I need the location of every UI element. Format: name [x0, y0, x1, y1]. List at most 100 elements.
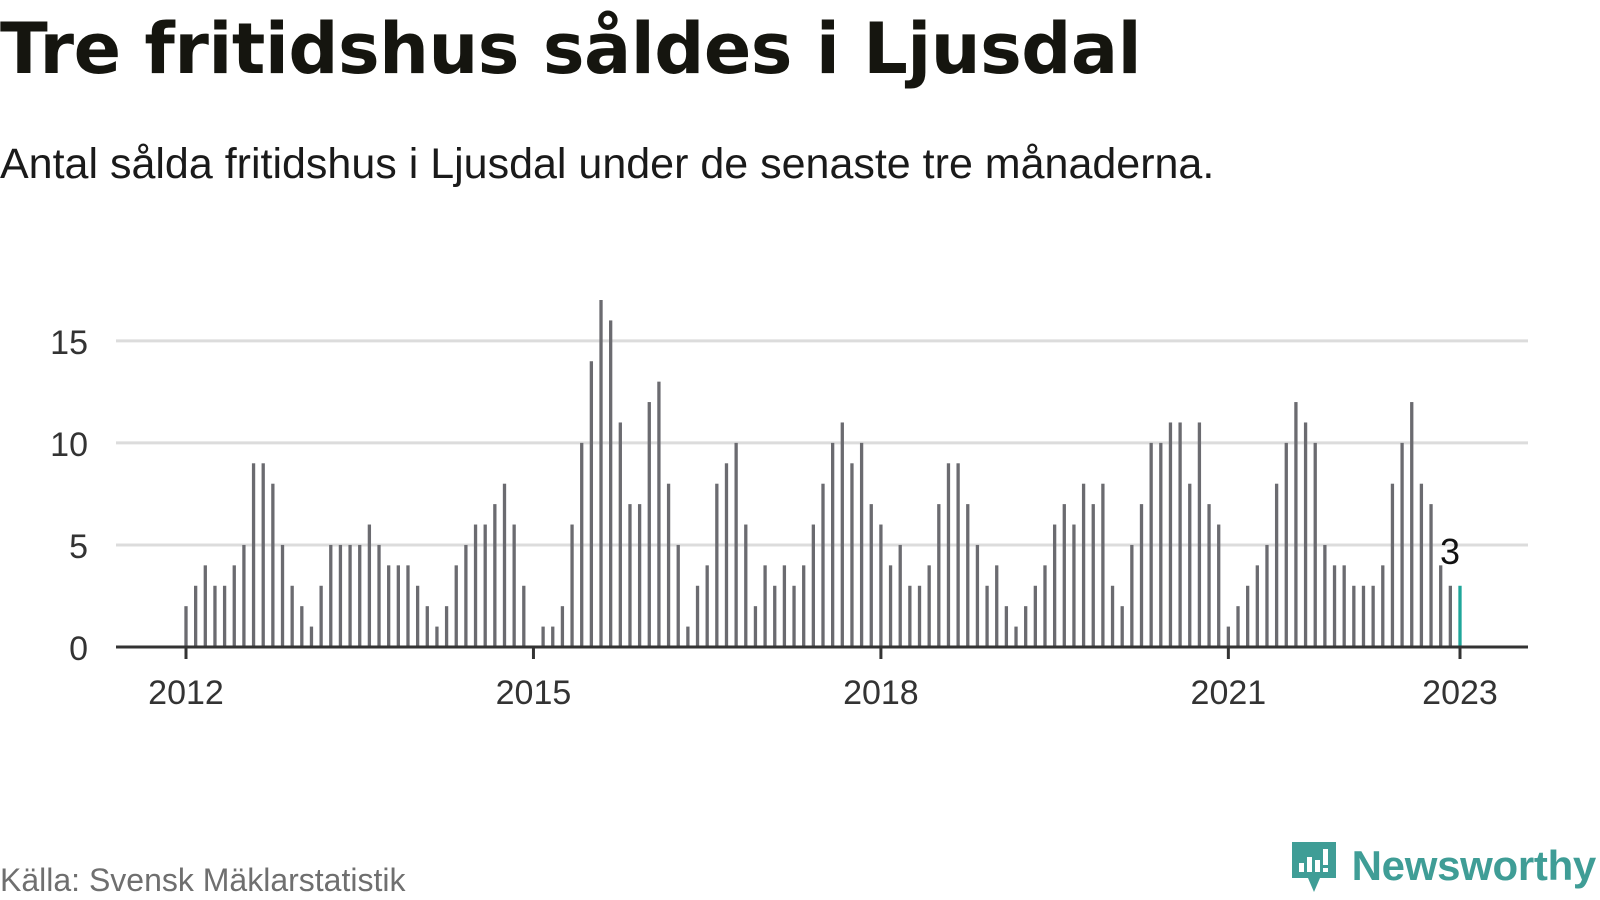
bar [1371, 585, 1375, 647]
bar [1323, 544, 1327, 647]
bar [850, 463, 854, 647]
bar [773, 585, 777, 647]
bar [686, 626, 690, 647]
bar [1448, 585, 1452, 647]
bar [358, 544, 362, 647]
bar [493, 504, 497, 647]
bar [888, 565, 893, 647]
bar [570, 524, 574, 647]
bar-highlight [1458, 585, 1462, 647]
bar [1352, 585, 1356, 647]
bar [859, 442, 864, 647]
bar [367, 524, 372, 647]
bar [1072, 524, 1076, 647]
bar [1255, 565, 1259, 647]
bar [280, 544, 285, 647]
bar [464, 544, 468, 647]
y-axis-ticks: 0 5 10 15 [50, 324, 88, 668]
bar [1188, 483, 1192, 647]
bar [473, 524, 478, 647]
bar [609, 320, 613, 647]
bar [1284, 442, 1288, 647]
bar [232, 565, 236, 647]
bar [300, 606, 304, 647]
bar [1313, 442, 1317, 647]
bar [995, 565, 999, 647]
source-note: Källa: Svensk Mäklarstatistik [0, 862, 406, 898]
bar [734, 442, 738, 647]
bar [1217, 524, 1221, 647]
bar [1303, 422, 1308, 647]
y-tick-label: 15 [50, 324, 88, 362]
bar [869, 504, 873, 647]
bar [309, 626, 314, 647]
bar [184, 606, 188, 647]
bar [1236, 606, 1240, 647]
bar [203, 565, 207, 647]
bar [261, 463, 265, 647]
bar [338, 544, 343, 647]
bar [1052, 524, 1057, 647]
bar [666, 483, 671, 647]
bar [1439, 565, 1443, 647]
bar [1062, 504, 1066, 647]
bar [387, 565, 391, 647]
bar [840, 422, 844, 647]
bar [502, 483, 507, 647]
bar [946, 463, 951, 647]
bar [396, 565, 400, 647]
chart-subtitle: Antal sålda fritidshus i Ljusdal under d… [0, 140, 1215, 188]
bar [966, 504, 970, 647]
bar [454, 565, 458, 647]
bar [985, 585, 989, 647]
y-tick-label: 10 [50, 426, 88, 464]
bar [483, 524, 487, 647]
bar [1043, 565, 1047, 647]
bar [1390, 483, 1395, 647]
x-tick-label: 2023 [1422, 674, 1498, 712]
bar [560, 606, 565, 647]
bar [1130, 544, 1134, 647]
bar [1081, 483, 1086, 647]
newsworthy-logo-icon [1291, 842, 1336, 892]
bar [580, 442, 584, 647]
bar [637, 504, 642, 647]
x-tick-label: 2015 [496, 674, 572, 712]
bar [744, 524, 748, 647]
bar [1178, 422, 1182, 647]
bar [1429, 504, 1433, 647]
bar [1159, 442, 1163, 647]
bar [705, 565, 709, 647]
bar [194, 585, 198, 647]
x-axis-ticks: 2012 2015 2018 2021 2023 [148, 647, 1498, 712]
bar [1419, 483, 1424, 647]
bar [715, 483, 719, 647]
bar [1004, 606, 1009, 647]
bar [271, 483, 275, 647]
bar [1139, 504, 1144, 647]
bar [242, 544, 246, 647]
bar [975, 544, 980, 647]
bar [1332, 565, 1337, 647]
bar [908, 585, 912, 647]
bar [251, 463, 256, 647]
bar [1400, 442, 1404, 647]
bar [329, 544, 333, 647]
brand-logo: Newsworthy [1288, 838, 1596, 894]
bar [213, 585, 217, 647]
bar [444, 606, 449, 647]
bar [821, 483, 825, 647]
bar [676, 544, 680, 647]
bar [1101, 483, 1105, 647]
bar [1091, 504, 1095, 647]
bar [1410, 402, 1414, 647]
x-tick-label: 2012 [148, 674, 224, 712]
bar [1294, 402, 1298, 647]
bar [1014, 626, 1018, 647]
bar [618, 422, 622, 647]
bar [1381, 565, 1385, 647]
bar [956, 463, 960, 647]
bar [222, 585, 227, 647]
bar [1197, 422, 1202, 647]
